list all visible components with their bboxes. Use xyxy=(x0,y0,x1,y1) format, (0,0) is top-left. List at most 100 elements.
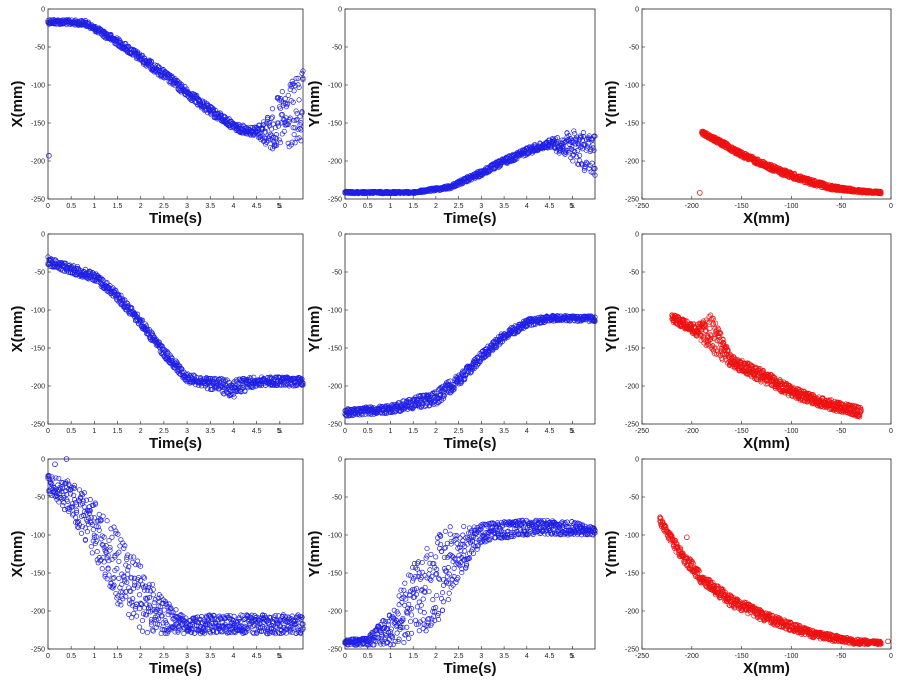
data-point xyxy=(287,115,293,121)
data-point xyxy=(276,137,282,143)
axes-frame xyxy=(47,233,304,425)
y-tick-label: -150 xyxy=(31,121,45,128)
data-point xyxy=(707,325,713,331)
x-tick-label: 4 xyxy=(232,203,236,210)
x-tick-label: 2.5 xyxy=(159,203,169,210)
data-point xyxy=(299,110,305,116)
y-tick-label: 0 xyxy=(41,7,45,14)
axes-frame xyxy=(641,233,892,425)
data-points xyxy=(696,128,884,197)
x-tick-label: 0.5 xyxy=(363,428,373,435)
panel-6: -250 -200 -150 -100 -50 00-50-100-150-200-250… xyxy=(603,232,893,453)
x-tick-label: 0.5 xyxy=(66,203,76,210)
x-tick-label: 2 xyxy=(434,203,438,210)
x-tick-label: 0 xyxy=(343,203,347,210)
data-points xyxy=(669,312,864,420)
data-point xyxy=(291,131,297,138)
x-axis-label: Time(s) xyxy=(443,435,496,452)
data-point xyxy=(196,96,202,102)
x-tick-label: 1.5 xyxy=(408,428,418,435)
panel-7: 0 0.5 1 1.5 2 2.5 3 3.5 4 4.5 55.0-50-100-150-200-… xyxy=(9,456,306,677)
data-point xyxy=(269,106,276,112)
y-tick-label: -100 xyxy=(328,308,342,315)
x-tick-label: 4.5 xyxy=(252,203,262,210)
x-tick-label: 0 xyxy=(343,428,347,435)
data-point xyxy=(360,189,366,195)
data-point xyxy=(148,59,154,65)
data-point xyxy=(269,114,276,120)
x-tick-label: -50 xyxy=(836,428,846,435)
data-point xyxy=(279,112,285,118)
y-tick-label: -250 xyxy=(31,422,45,429)
y-tick-label: -250 xyxy=(328,422,342,429)
x-tick-label: 1 xyxy=(389,428,393,435)
data-point xyxy=(292,140,298,146)
data-point xyxy=(261,119,267,125)
data-point xyxy=(289,139,295,145)
x-tick-label: 4 xyxy=(232,428,236,435)
data-point xyxy=(566,149,572,155)
x-tick-label: 1.5 xyxy=(408,203,418,210)
x-tick-label: 3.5 xyxy=(205,428,215,435)
x-tick-label: 1 xyxy=(92,203,96,210)
data-point xyxy=(289,82,295,88)
x-axis-label: Time(s) xyxy=(149,210,202,227)
data-point xyxy=(296,84,302,90)
panel-4: 0 0.5 1 1.5 2 2.5 3 3.5 4 4.5 55.0-50-100-150-200-… xyxy=(9,232,306,452)
y-tick-label: -50 xyxy=(35,270,45,277)
y-tick-label: 0 xyxy=(635,7,639,14)
x-tick-label: 3 xyxy=(479,203,483,210)
panel-5: 0 0.5 1 1.5 2 2.5 3 3.5 4 4.5 55.0-50-100-150-200-… xyxy=(306,232,598,452)
data-point xyxy=(288,142,294,148)
y-tick-label: -100 xyxy=(328,83,342,90)
x-axis-label: Time(s) xyxy=(149,435,202,452)
x-tick-label: 0 xyxy=(46,428,50,435)
x-tick-label: 2 xyxy=(434,428,438,435)
x-tick-label: 4 xyxy=(525,203,529,210)
y-tick-label: -200 xyxy=(31,384,45,391)
x-tick-label: 4 xyxy=(525,428,529,435)
x-tick-label: 4.5 xyxy=(545,203,555,210)
data-points xyxy=(45,17,306,159)
data-point xyxy=(294,110,300,117)
data-point xyxy=(160,74,166,80)
x-tick-label: -250 xyxy=(635,203,649,210)
y-tick-label: -250 xyxy=(31,197,45,204)
data-point xyxy=(291,88,297,94)
data-point xyxy=(56,475,62,481)
y-tick-label: -50 xyxy=(629,45,639,52)
y-tick-label: -100 xyxy=(625,83,639,90)
data-points xyxy=(45,254,306,400)
y-tick-label: -50 xyxy=(35,45,45,52)
y-tick-label: 0 xyxy=(41,232,45,239)
y-tick-label: -150 xyxy=(625,346,639,353)
x-tick-label: 0 xyxy=(889,203,893,210)
data-point xyxy=(291,117,297,124)
data-point xyxy=(284,100,290,106)
axes-frame xyxy=(344,8,596,200)
y-tick-label: -200 xyxy=(625,384,639,391)
x-tick-label: 2 xyxy=(139,203,143,210)
data-point xyxy=(294,116,300,122)
data-point xyxy=(297,125,303,132)
axes-frame xyxy=(47,8,304,200)
data-point xyxy=(285,121,291,127)
data-point xyxy=(293,108,299,114)
x-tick-label: 0 xyxy=(46,203,50,210)
data-point xyxy=(285,92,291,98)
x-tick-label: 3.5 xyxy=(205,203,215,210)
x-tick-label: 2.5 xyxy=(454,203,464,210)
data-point xyxy=(123,41,129,47)
data-point xyxy=(184,86,190,92)
data-point xyxy=(295,75,301,81)
panel-3: -250 -200 -150 -100 -50 00-50-100-150-200-250… xyxy=(603,7,893,228)
x-tick-label: 3.5 xyxy=(499,428,509,435)
data-point xyxy=(267,131,274,137)
data-point xyxy=(550,140,557,146)
data-point xyxy=(286,118,292,125)
y-tick-label: -100 xyxy=(31,83,45,90)
data-point xyxy=(293,117,299,123)
x-tick-label: 5. xyxy=(569,203,575,210)
x-axis-label: Time(s) xyxy=(443,210,496,227)
